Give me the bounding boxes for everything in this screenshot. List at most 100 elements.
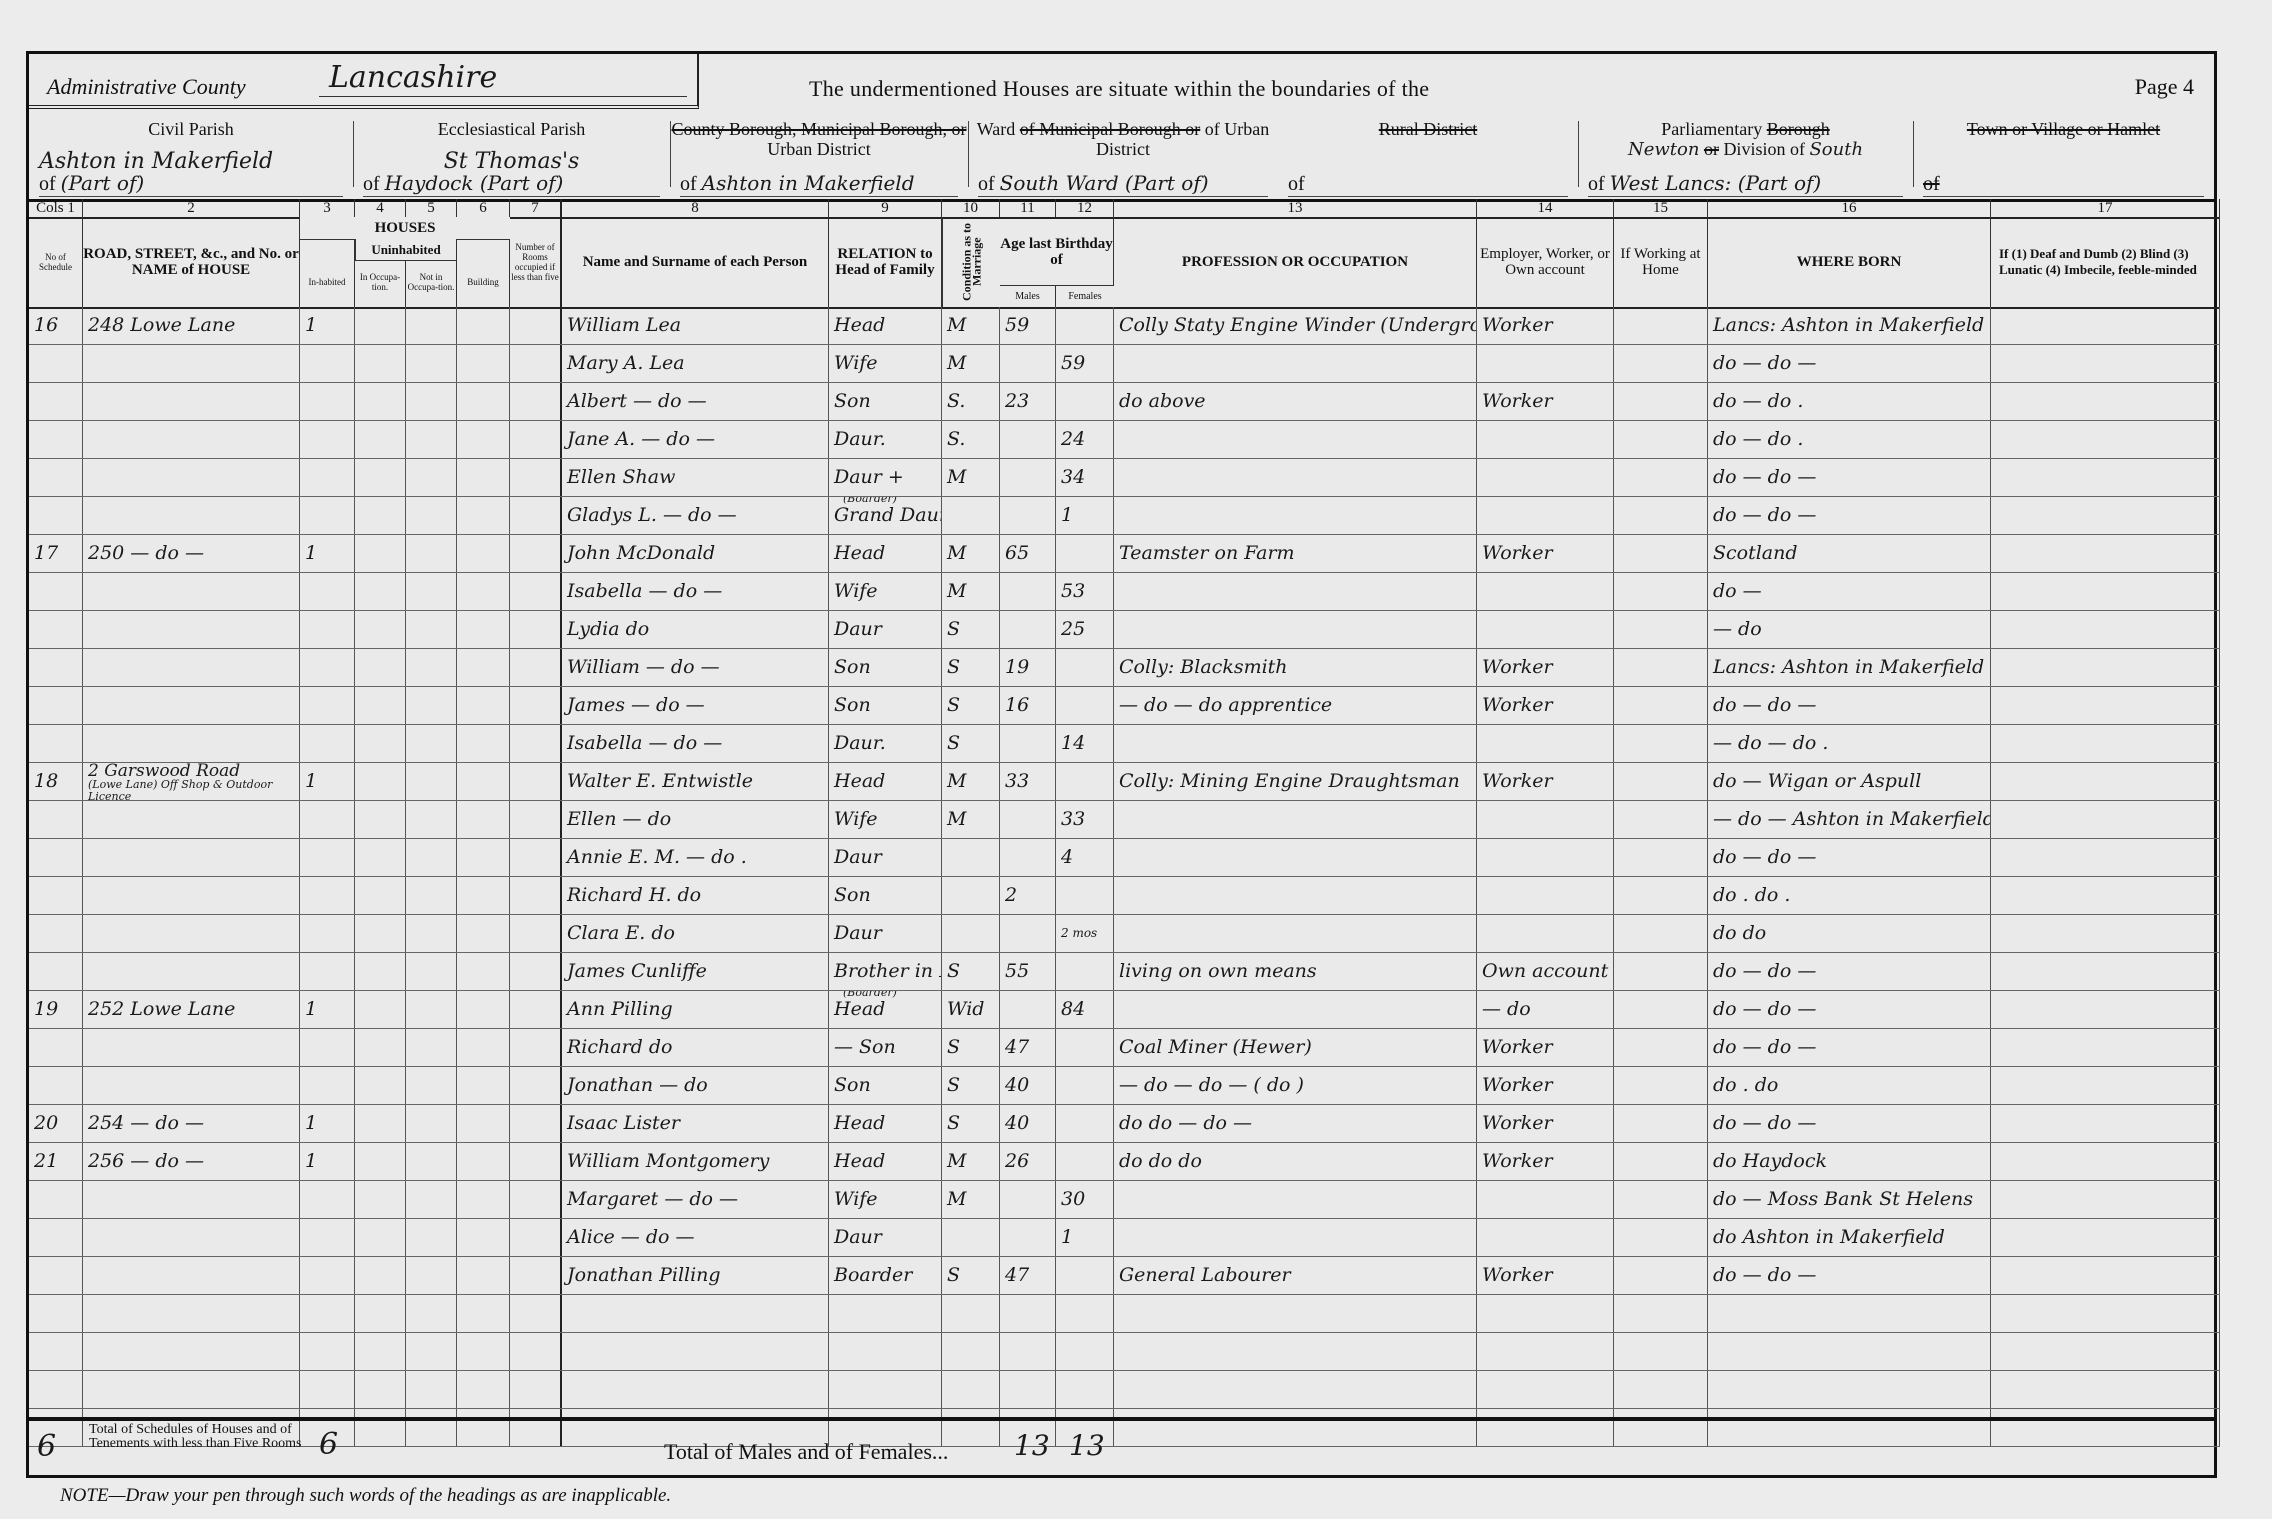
person-name-cell: James — do —	[562, 687, 829, 724]
not-in-occupation-cell	[406, 649, 457, 686]
employment-status: Worker	[1482, 1074, 1553, 1096]
rooms-cell	[510, 1371, 562, 1408]
person-name: William — do —	[567, 656, 720, 678]
employment-status-cell	[1477, 611, 1614, 648]
inhabited-count-cell	[300, 877, 355, 914]
inhabited-count-cell	[300, 459, 355, 496]
inhabited-count: 1	[305, 770, 318, 792]
relation: Brother in Law	[834, 960, 941, 982]
parliamentary-label: Parliamentary	[1661, 119, 1763, 139]
occupation-cell	[1114, 1219, 1477, 1256]
inhabited-count-cell	[300, 421, 355, 458]
schedule-number-cell	[29, 497, 83, 534]
birthplace-cell: do — do —	[1708, 459, 1991, 496]
employment-status-cell	[1477, 839, 1614, 876]
in-occupation-cell	[355, 763, 406, 800]
relation-cell: Head	[829, 1105, 942, 1142]
rooms-cell	[510, 763, 562, 800]
relation-cell: Head	[829, 307, 942, 344]
age-female-cell: 25	[1056, 611, 1114, 648]
inhabited-count-cell	[300, 573, 355, 610]
marital-condition-cell	[942, 839, 1000, 876]
person-name-cell: Jonathan Pilling	[562, 1257, 829, 1294]
birthplace: do . do .	[1713, 884, 1791, 906]
inhabited-count-cell	[300, 383, 355, 420]
employment-status-cell	[1477, 801, 1614, 838]
relation: Son	[834, 884, 871, 906]
age-male-cell: 40	[1000, 1105, 1056, 1142]
marital-condition-cell: S	[942, 649, 1000, 686]
person-name-cell: William Montgomery	[562, 1143, 829, 1180]
employment-status: Worker	[1482, 1036, 1553, 1058]
age-female-cell	[1056, 877, 1114, 914]
schedule-number-cell	[29, 649, 83, 686]
birthplace-cell: — do — do .	[1708, 725, 1991, 762]
age-female-cell: 33	[1056, 801, 1114, 838]
person-name: Gladys L. — do —	[567, 504, 737, 526]
relation-cell: Daur	[829, 1219, 942, 1256]
not-in-occupation-cell	[406, 763, 457, 800]
occupation-cell	[1114, 459, 1477, 496]
of-label: of	[363, 173, 380, 195]
divider	[1578, 121, 1579, 187]
inhabited-count-cell	[300, 649, 355, 686]
employment-status: — do	[1482, 998, 1531, 1020]
header-name: Name and Surname of each Person	[562, 217, 829, 307]
marital-condition-cell: M	[942, 801, 1000, 838]
person-name: Mary A. Lea	[567, 352, 685, 374]
table-row: Alice — do — Daur 1 do Ashton in Makerfield	[29, 1219, 2220, 1257]
occupation: do do — do —	[1119, 1112, 1252, 1134]
birthplace-cell	[1708, 1409, 1991, 1446]
person-name-cell: Lydia do	[562, 611, 829, 648]
infirmity-cell	[1991, 1105, 2220, 1142]
rooms-cell	[510, 535, 562, 572]
person-name-cell: Ann Pilling	[562, 991, 829, 1028]
not-in-occupation-cell	[406, 421, 457, 458]
birthplace: — do — Ashton in Makerfield	[1713, 808, 1991, 830]
birthplace: do — do —	[1713, 1036, 1817, 1058]
infirmity-cell	[1991, 1409, 2220, 1446]
relation-cell: Head (Boarder)	[829, 991, 942, 1028]
birthplace: Scotland	[1713, 542, 1798, 564]
inhabited-count-cell	[300, 1333, 355, 1370]
birthplace-cell: do — do —	[1708, 953, 1991, 990]
building-cell	[457, 1143, 510, 1180]
marital-condition-cell: M	[942, 573, 1000, 610]
infirmity-cell	[1991, 877, 2220, 914]
in-occupation-cell	[355, 953, 406, 990]
of-label: of	[680, 173, 697, 195]
infirmity-cell	[1991, 611, 2220, 648]
inhabited-count-cell	[300, 1409, 355, 1446]
occupation-cell: — do — do — ( do )	[1114, 1067, 1477, 1104]
infirmity-cell	[1991, 953, 2220, 990]
marital-condition-cell: M	[942, 1181, 1000, 1218]
age-female-cell	[1056, 1105, 1114, 1142]
in-occupation-cell	[355, 497, 406, 534]
header-not-in-occupation: Not in Occupa-tion.	[406, 217, 457, 307]
address-cell	[83, 1181, 300, 1218]
age-female: 34	[1061, 466, 1086, 488]
header-houses: HOUSES	[300, 217, 510, 240]
occupation-cell	[1114, 877, 1477, 914]
rooms-cell	[510, 725, 562, 762]
person-name-cell: Isabella — do —	[562, 573, 829, 610]
table-row: Margaret — do — Wife M 30 do — Moss Bank St …	[29, 1181, 2220, 1219]
age-male-cell: 16	[1000, 687, 1056, 724]
relation: Daur.	[834, 428, 886, 450]
occupation: Colly: Blacksmith	[1119, 656, 1288, 678]
employment-status-cell	[1477, 725, 1614, 762]
building-cell	[457, 497, 510, 534]
working-at-home-cell	[1614, 725, 1708, 762]
marital-condition-cell	[942, 1219, 1000, 1256]
birthplace: do — do —	[1713, 504, 1817, 526]
marital-condition: M	[947, 466, 967, 488]
schedule-number: 19	[34, 998, 59, 1020]
person-name: Isaac Lister	[567, 1112, 680, 1134]
occupation: General Labourer	[1119, 1264, 1291, 1286]
occupation: Coal Miner (Hewer)	[1119, 1036, 1312, 1058]
birthplace-cell: do — do —	[1708, 687, 1991, 724]
person-name: John McDonald	[567, 542, 716, 564]
of-label: of	[1288, 173, 1305, 195]
in-occupation-cell	[355, 725, 406, 762]
age-male-cell	[1000, 801, 1056, 838]
